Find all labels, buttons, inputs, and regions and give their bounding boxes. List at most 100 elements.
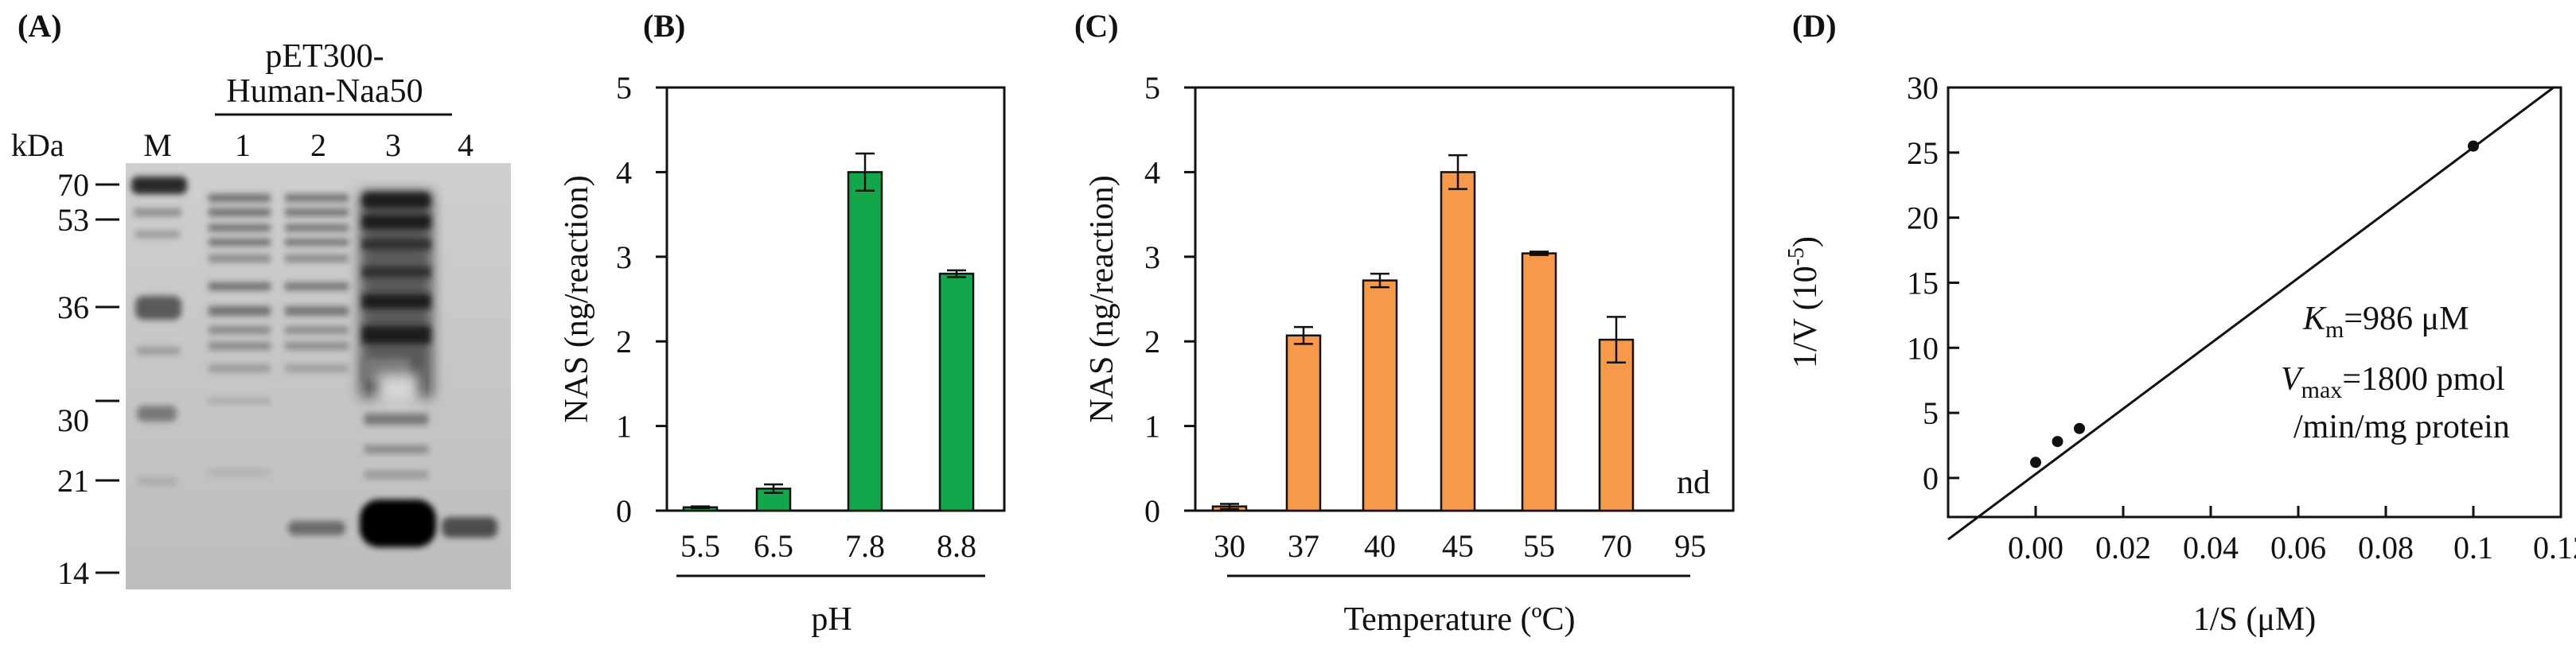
panel-b-chart: (B) NAS (ng/reaction) 0 1 2 3 4 5 5.5 6.5 7.8 8.… — [559, 8, 1006, 638]
d-y-tick-label-25: 25 — [1907, 135, 1939, 171]
marker-label-14: 14 — [57, 555, 89, 591]
b-y-tick-label-5: 5 — [616, 70, 632, 106]
b-error-bar-7.8 — [855, 152, 875, 192]
panel-d-frame — [1947, 86, 2562, 519]
b-x-tick-label-5.5: 5.5 — [680, 528, 720, 564]
marker-label-53: 53 — [57, 202, 89, 238]
c-x-tick-label-37: 37 — [1288, 528, 1319, 564]
panel-c-x-axis-title: Temperature (ºC) — [1343, 601, 1575, 638]
c-error-bar-40 — [1370, 272, 1389, 289]
b-x-tick-label-6.5: 6.5 — [754, 528, 793, 564]
b-error-bar-8.8 — [947, 269, 966, 278]
panel-c-y-axis-title: NAS (ng/reaction) — [1084, 175, 1120, 422]
c-x-tick-label-40: 40 — [1364, 528, 1396, 564]
c-x-tick-label-70: 70 — [1600, 528, 1632, 564]
lane-4-bands — [442, 517, 497, 538]
panel-d-label: (D) — [1792, 8, 1837, 44]
b-bar-7.8 — [847, 171, 883, 512]
b-error-bar-5.5 — [691, 505, 710, 510]
b-y-tick-label-4: 4 — [616, 154, 632, 190]
d-y-tick-label-0: 0 — [1923, 461, 1939, 496]
d-data-point-3 — [2468, 140, 2479, 152]
marker-label-70: 70 — [57, 167, 89, 203]
d-regression-line — [1947, 86, 2555, 541]
panel-d-x-axis-title: 1/S (μM) — [2193, 601, 2316, 638]
construct-name-line1: pET300- — [265, 38, 384, 75]
c-y-tick-label-0: 0 — [1144, 493, 1160, 529]
c-bar-40 — [1362, 279, 1398, 512]
b-error-bar-6.5 — [764, 483, 783, 494]
d-x-tick-label-0.12: 0.12 — [2533, 530, 2576, 566]
b-x-tick-label-7.8: 7.8 — [845, 528, 885, 564]
vmax-annotation: Vmax=1800 pmol — [2281, 361, 2505, 403]
panel-a-label: (A) — [18, 8, 62, 44]
marker-size-scale: 70 53 36 30 21 14 — [57, 167, 119, 591]
construct-name-line2: Human-Naa50 — [226, 73, 423, 110]
vmax-units-line2: /min/mg protein — [2293, 409, 2510, 445]
b-y-tick-label-0: 0 — [616, 493, 632, 529]
panel-d-y-axis-title: 1/V (10-5) — [1784, 236, 1824, 368]
c-bar-55 — [1521, 252, 1557, 512]
panel-c-nd-annotation: nd — [1677, 465, 1710, 501]
panel-c-label: (C) — [1074, 8, 1119, 44]
c-x-tick-label-95: 95 — [1674, 528, 1706, 564]
panel-b-y-axis-title: NAS (ng/reaction) — [559, 175, 595, 422]
c-error-bar-55 — [1530, 251, 1549, 256]
b-bar-8.8 — [938, 272, 975, 512]
panel-b-frame — [665, 86, 1006, 512]
marker-label-36: 36 — [57, 290, 89, 325]
d-x-tick-label-0.04: 0.04 — [2183, 530, 2239, 566]
c-y-tick-label-1: 1 — [1144, 409, 1160, 445]
d-y-tick-label-30: 30 — [1907, 70, 1939, 106]
lane-label-2: 2 — [310, 127, 326, 163]
lane-label-4: 4 — [458, 127, 474, 163]
d-data-point-2 — [2074, 422, 2085, 434]
c-bar-70 — [1598, 338, 1635, 512]
d-data-point-0 — [2030, 457, 2041, 468]
d-x-tick-label-0.1: 0.1 — [2453, 530, 2493, 566]
marker-lane-bands — [131, 177, 187, 485]
b-x-tick-label-8.8: 8.8 — [937, 528, 976, 564]
lane-3-bands — [360, 191, 436, 547]
d-y-tick-label-10: 10 — [1907, 330, 1939, 366]
lane-1-bands — [208, 194, 271, 476]
lane-label-m: M — [143, 127, 172, 163]
c-y-tick-label-5: 5 — [1144, 70, 1160, 106]
c-error-bar-37 — [1294, 325, 1313, 345]
c-y-tick-label-3: 3 — [1144, 239, 1160, 275]
d-data-point-1 — [2052, 436, 2064, 448]
c-x-tick-label-45: 45 — [1442, 528, 1474, 564]
c-bar-37 — [1285, 334, 1322, 512]
c-error-bar-30 — [1220, 503, 1239, 511]
lane-label-1: 1 — [235, 127, 251, 163]
panel-b-x-axis-title: pH — [811, 601, 852, 638]
panel-b-label: (B) — [643, 8, 685, 44]
c-bar-45 — [1440, 171, 1476, 512]
c-y-tick-label-4: 4 — [1144, 154, 1160, 190]
d-y-tick-label-20: 20 — [1907, 200, 1939, 236]
marker-label-30: 30 — [57, 402, 89, 438]
panel-d-chart: (D) 1/V (10-5) 0 5 10 15 20 25 30 0.00 0.02 0.04… — [1784, 8, 2576, 638]
b-y-tick-label-3: 3 — [616, 239, 632, 275]
d-x-tick-label-0.06: 0.06 — [2270, 530, 2326, 566]
b-y-tick-label-2: 2 — [616, 324, 632, 360]
marker-label-21: 21 — [57, 463, 89, 499]
d-y-tick-label-5: 5 — [1923, 395, 1939, 431]
lane-label-3: 3 — [385, 127, 401, 163]
lane-2-bands — [285, 194, 349, 535]
km-annotation: Km=986 μM — [2302, 301, 2469, 343]
kda-label: kDa — [11, 127, 64, 163]
d-x-tick-label-0.08: 0.08 — [2358, 530, 2414, 566]
c-x-tick-label-30: 30 — [1214, 528, 1245, 564]
b-y-tick-label-1: 1 — [616, 409, 632, 445]
c-error-bar-45 — [1448, 154, 1467, 190]
d-y-tick-label-15: 15 — [1907, 265, 1939, 301]
d-x-tick-label-0.02: 0.02 — [2095, 530, 2151, 566]
c-y-tick-label-2: 2 — [1144, 324, 1160, 360]
d-x-tick-label-0.00: 0.00 — [2008, 530, 2064, 566]
panel-a: (A) pET300- Human-Naa50 kDa M 1 2 3 4 — [11, 8, 511, 591]
c-x-tick-label-55: 55 — [1523, 528, 1555, 564]
c-error-bar-70 — [1607, 316, 1626, 364]
